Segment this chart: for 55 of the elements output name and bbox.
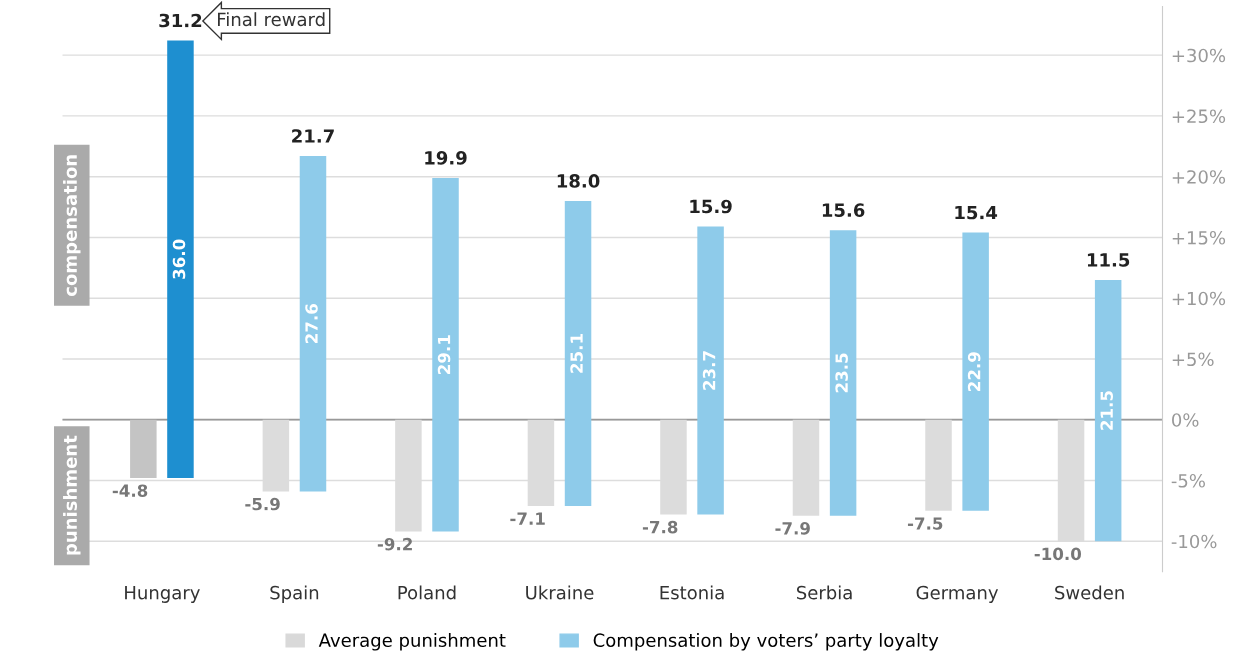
data-label: -4.8 [112, 484, 148, 497]
bar [962, 232, 989, 511]
annotation: punishment [63, 435, 81, 555]
data-label: 29.1 [437, 335, 451, 374]
data-label: -7.8 [642, 520, 678, 534]
data-label: -7.9 [775, 522, 810, 535]
data-label: -7.1 [510, 512, 545, 525]
total-label: 18.0 [557, 174, 600, 188]
data-label: -9.2 [377, 537, 412, 551]
data-label: -10.0 [1034, 547, 1082, 561]
annotation: compensation [63, 155, 81, 296]
x-tick-label: Ukraine [526, 585, 594, 600]
y-tick-label: +25% [1172, 109, 1226, 124]
y-tick-label: -5% [1171, 473, 1205, 488]
x-tick-label: Poland [398, 585, 456, 600]
bar [432, 177, 459, 532]
x-tick-label: Spain [270, 585, 319, 603]
y-tick-label: +30% [1172, 48, 1226, 63]
y-tick-label: +5% [1172, 352, 1214, 367]
total-label: 19.9 [425, 151, 467, 165]
bar [697, 226, 724, 515]
total-label: 21.7 [292, 129, 334, 143]
x-tick-label: Serbia [796, 585, 852, 600]
data-label: 23.5 [835, 353, 848, 393]
data-label: 25.1 [570, 334, 583, 373]
data-label: 21.5 [1100, 391, 1113, 430]
x-tick-label: Estonia [660, 585, 724, 600]
data-label: 22.9 [967, 352, 981, 391]
total-label: 11.5 [1087, 253, 1130, 267]
total-label: 15.9 [690, 199, 732, 214]
x-tick-label: Sweden [1055, 585, 1124, 600]
bar [1094, 279, 1122, 542]
y-tick-label: +15% [1172, 230, 1226, 245]
legend-label: Compensation by voters’ party loyalty [593, 633, 939, 651]
total-label: 15.6 [822, 203, 865, 217]
data-label: 36.0 [172, 239, 186, 279]
x-tick-label: Hungary [125, 586, 200, 603]
bar [130, 419, 157, 479]
y-tick-label: +20% [1172, 170, 1226, 184]
x-tick-label: Germany [916, 585, 999, 603]
total-label: 15.4 [955, 205, 998, 220]
legend-label: Average punishment [318, 633, 506, 651]
data-label: 23.7 [702, 351, 716, 390]
bar [167, 40, 194, 479]
data-label: 27.6 [305, 304, 318, 343]
bar [829, 230, 857, 516]
bar [564, 200, 592, 506]
y-tick-label: 0% [1172, 413, 1199, 427]
data-label: -7.5 [907, 517, 943, 530]
data-label: -5.9 [245, 497, 280, 511]
total-label: 31.2 [159, 13, 202, 28]
y-tick-label: +10% [1172, 291, 1226, 306]
y-tick-label: -10% [1171, 534, 1217, 549]
annotation: Final reward [218, 12, 325, 27]
bar [299, 156, 327, 492]
